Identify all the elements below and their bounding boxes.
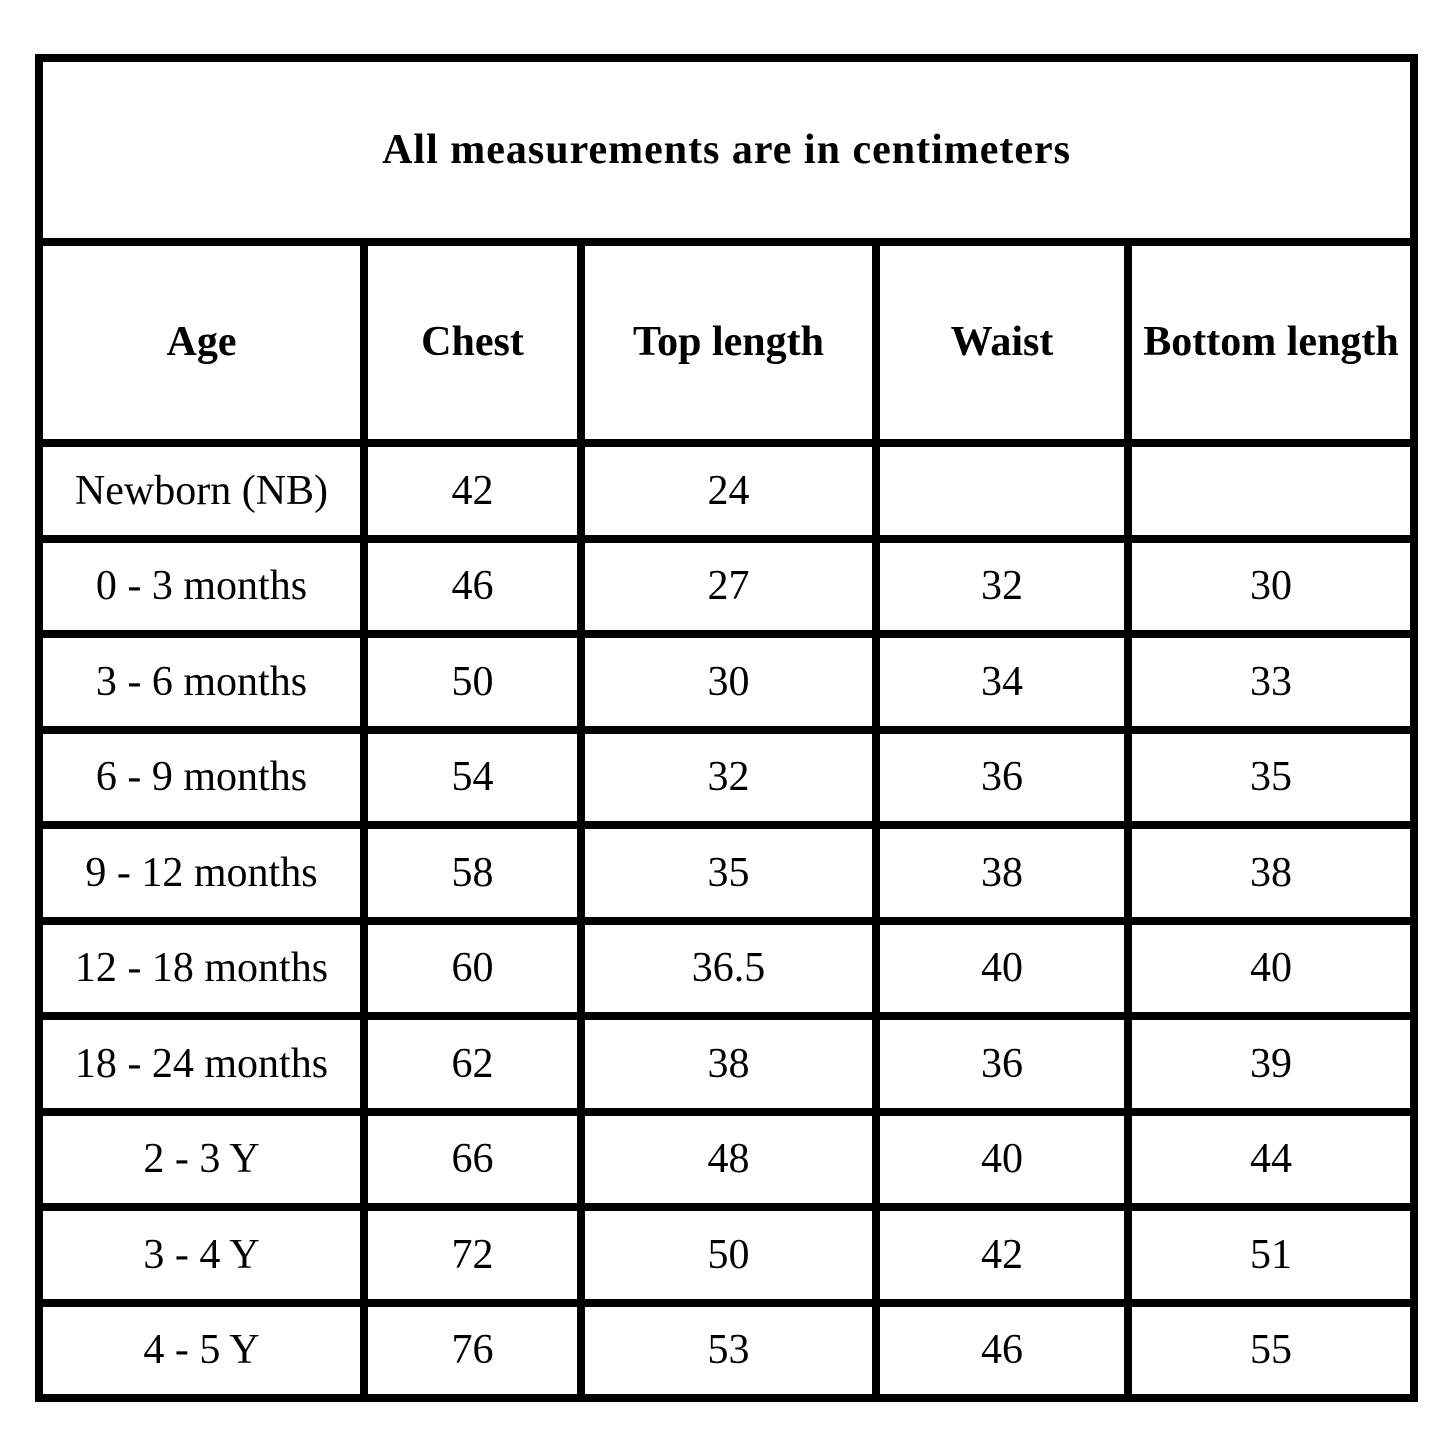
table-row: 0 - 3 months 46 27 32 30	[35, 534, 1419, 639]
table-row: 4 - 5 Y 76 53 46 55	[35, 1298, 1419, 1402]
title-row: All measurements are in centimeters	[34, 53, 1419, 247]
column-header-chest: Chest	[360, 238, 585, 448]
measurement-cell: 32	[872, 534, 1132, 639]
age-cell: 18 - 24 months	[35, 1012, 368, 1116]
measurement-cell: 27	[577, 534, 880, 639]
measurement-cell: 66	[360, 1107, 585, 1212]
measurement-cell: 58	[360, 821, 585, 925]
table-row: 18 - 24 months 62 38 36 39	[35, 1012, 1419, 1116]
measurement-cell: 30	[1123, 534, 1419, 639]
measurement-cell: 44	[1123, 1107, 1419, 1212]
measurement-cell: 38	[577, 1012, 880, 1116]
measurement-cell: 50	[577, 1203, 880, 1307]
age-cell: 3 - 6 months	[35, 630, 368, 734]
column-header-bottom-length: Bottom length	[1123, 238, 1419, 448]
table-row: 12 - 18 months 60 36.5 40 40	[35, 916, 1419, 1021]
measurement-cell: 34	[872, 630, 1132, 734]
table-row: 3 - 4 Y 72 50 42 51	[35, 1203, 1419, 1307]
measurement-cell: 24	[577, 439, 880, 543]
age-cell: 12 - 18 months	[35, 916, 368, 1021]
size-table: All measurements are in centimeters Age …	[34, 53, 1419, 1402]
measurement-cell: 38	[872, 821, 1132, 925]
age-cell: 2 - 3 Y	[35, 1107, 368, 1212]
measurement-cell: 38	[1123, 821, 1419, 925]
measurement-cell: 50	[360, 630, 585, 734]
measurement-cell: 39	[1123, 1012, 1419, 1116]
table-row: 6 - 9 months 54 32 36 35	[35, 725, 1419, 830]
measurement-cell: 40	[872, 1107, 1132, 1212]
table-row: Newborn (NB) 42 24	[35, 439, 1419, 543]
measurement-cell: 36	[872, 725, 1132, 830]
measurement-cell: 35	[1123, 725, 1419, 830]
measurement-cell	[872, 439, 1132, 543]
measurement-cell: 42	[360, 439, 585, 543]
age-cell: Newborn (NB)	[35, 439, 368, 543]
measurement-cell: 51	[1123, 1203, 1419, 1307]
table-title: All measurements are in centimeters	[34, 53, 1419, 247]
measurement-cell	[1123, 439, 1419, 543]
column-header-waist: Waist	[872, 238, 1132, 448]
measurement-cell: 72	[360, 1203, 585, 1307]
age-cell: 6 - 9 months	[35, 725, 368, 830]
measurement-cell: 53	[577, 1298, 880, 1402]
measurement-cell: 46	[872, 1298, 1132, 1402]
header-row: Age Chest Top length Waist Bottom length	[35, 238, 1419, 448]
age-cell: 4 - 5 Y	[35, 1298, 368, 1402]
measurement-cell: 36.5	[577, 916, 880, 1021]
table-row: 9 - 12 months 58 35 38 38	[35, 821, 1419, 925]
age-cell: 3 - 4 Y	[35, 1203, 368, 1307]
measurement-cell: 36	[872, 1012, 1132, 1116]
measurement-cell: 40	[872, 916, 1132, 1021]
measurement-cell: 40	[1123, 916, 1419, 1021]
measurement-cell: 35	[577, 821, 880, 925]
measurement-cell: 30	[577, 630, 880, 734]
measurement-cell: 55	[1123, 1298, 1419, 1402]
table-row: 3 - 6 months 50 30 34 33	[35, 630, 1419, 734]
measurement-cell: 76	[360, 1298, 585, 1402]
column-header-top-length: Top length	[577, 238, 880, 448]
measurement-cell: 42	[872, 1203, 1132, 1307]
measurement-cell: 60	[360, 916, 585, 1021]
measurement-cell: 46	[360, 534, 585, 639]
measurement-cell: 48	[577, 1107, 880, 1212]
age-cell: 9 - 12 months	[35, 821, 368, 925]
measurement-cell: 54	[360, 725, 585, 830]
measurement-cell: 32	[577, 725, 880, 830]
age-cell: 0 - 3 months	[35, 534, 368, 639]
measurement-cell: 62	[360, 1012, 585, 1116]
measurement-cell: 33	[1123, 630, 1419, 734]
table-row: 2 - 3 Y 66 48 40 44	[35, 1107, 1419, 1212]
column-header-age: Age	[35, 238, 368, 448]
